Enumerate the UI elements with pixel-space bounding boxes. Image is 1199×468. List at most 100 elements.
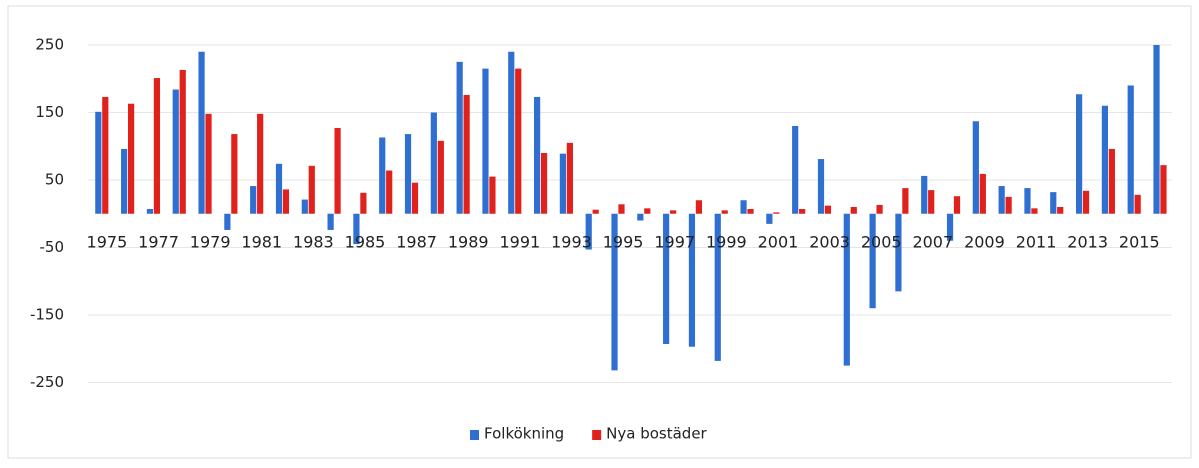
- bar: [379, 137, 386, 214]
- bar: [773, 212, 780, 214]
- bar: [618, 204, 625, 214]
- x-tick-label: 2015: [1119, 233, 1160, 252]
- bar: [979, 173, 986, 214]
- bar: [695, 200, 703, 214]
- bar: [1075, 94, 1083, 214]
- x-tick-label: 1997: [654, 233, 695, 252]
- x-tick-label: 1999: [706, 233, 747, 252]
- y-tick-label: -50: [40, 238, 65, 256]
- x-tick-label: 1975: [87, 233, 128, 252]
- bar: [1108, 148, 1115, 214]
- x-tick-label: 1991: [499, 233, 540, 252]
- bar: [95, 111, 102, 214]
- bar: [766, 213, 773, 224]
- legend-label: Folkökning: [484, 425, 564, 443]
- bar: [540, 152, 548, 214]
- x-tick-label: 1985: [345, 233, 386, 252]
- bar: [663, 213, 670, 345]
- legend-swatch: [470, 430, 479, 440]
- bar: [876, 204, 883, 214]
- bar: [670, 210, 677, 214]
- bar: [843, 213, 850, 366]
- bar: [1153, 44, 1160, 214]
- chart-frame: [7, 5, 1192, 459]
- bar: [1101, 105, 1108, 214]
- bar: [386, 170, 393, 214]
- bar: [902, 188, 909, 214]
- x-tick-label: 1983: [293, 233, 334, 252]
- bar: [231, 134, 238, 214]
- bar: [928, 190, 935, 214]
- x-tick-label: 2013: [1067, 233, 1108, 252]
- x-tick-label: 1979: [190, 233, 231, 252]
- bar: [437, 140, 444, 214]
- bar: [559, 153, 566, 214]
- bar: [1005, 196, 1012, 214]
- bar: [611, 213, 618, 371]
- bar: [327, 213, 334, 230]
- x-tick-label: 2007: [912, 233, 953, 252]
- bar: [482, 68, 489, 214]
- bar: [250, 186, 257, 214]
- bar: [1024, 188, 1031, 214]
- bar: [224, 213, 231, 230]
- bar: [308, 165, 315, 214]
- bar: [644, 208, 651, 214]
- bar: [1134, 194, 1141, 214]
- bar: [404, 134, 412, 214]
- x-tick-label: 1987: [396, 233, 437, 252]
- bar: [921, 175, 928, 214]
- bar: [128, 103, 135, 214]
- bar: [282, 189, 290, 214]
- x-tick-label: 1981: [241, 233, 282, 252]
- y-tick-label: 150: [35, 103, 64, 121]
- y-tick-label: -250: [30, 373, 64, 391]
- bar: [102, 96, 109, 214]
- bar: [869, 213, 876, 309]
- bar: [463, 94, 470, 214]
- bar: [198, 51, 205, 214]
- bar: [334, 128, 341, 214]
- bar: [172, 89, 179, 214]
- x-tick-label: 2009: [964, 233, 1005, 252]
- bar: [301, 199, 308, 214]
- x-tick-label: 1995: [603, 233, 644, 252]
- x-tick-label: 1977: [138, 233, 179, 252]
- bar: [508, 51, 515, 214]
- bar: [850, 206, 857, 214]
- bar: [895, 213, 902, 292]
- bar: [747, 209, 754, 214]
- bar: [688, 213, 696, 347]
- bar: [946, 213, 954, 241]
- bar: [179, 69, 186, 214]
- bar: [121, 148, 128, 214]
- y-tick-label: -150: [30, 305, 64, 323]
- bar: [953, 196, 961, 214]
- bar: [257, 113, 264, 214]
- bar: [566, 142, 573, 214]
- bar: [637, 213, 644, 221]
- bar: [275, 163, 283, 214]
- bar: [360, 192, 367, 214]
- bar: [205, 113, 212, 214]
- y-tick-label: 250: [35, 35, 64, 53]
- bar: [799, 209, 806, 214]
- bar: [1057, 206, 1064, 214]
- bar: [430, 112, 437, 214]
- bar: [972, 121, 979, 214]
- bar: [353, 213, 360, 245]
- bar: [456, 61, 463, 214]
- bar: [740, 200, 747, 214]
- bar: [1050, 192, 1057, 214]
- bar: [1127, 85, 1134, 214]
- bar: [817, 159, 825, 214]
- bar: [714, 213, 721, 361]
- bar: [585, 213, 592, 250]
- x-tick-label: 2003: [809, 233, 850, 252]
- bar: [792, 125, 799, 214]
- bar: [998, 186, 1005, 214]
- x-tick-label: 1993: [551, 233, 592, 252]
- legend-label: Nya bostäder: [606, 425, 707, 443]
- bar: [411, 182, 419, 214]
- bar: [489, 176, 496, 214]
